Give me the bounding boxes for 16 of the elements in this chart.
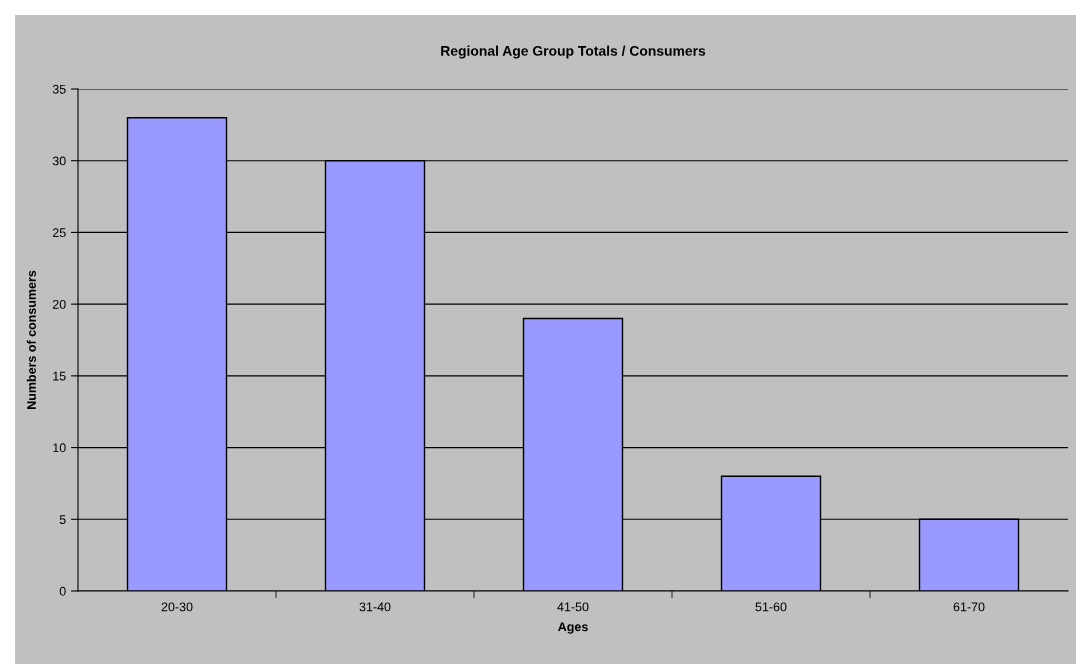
x-tick-label: 31-40 [359, 602, 391, 612]
y-tick-label: 5 [59, 515, 66, 524]
y-tick-label: 30 [52, 156, 66, 166]
y-tick-label: 15 [53, 371, 66, 381]
x-axis-title: Ages [558, 622, 588, 634]
y-tick-label: 0 [59, 586, 66, 596]
y-tick-label: 35 [52, 84, 66, 94]
y-tick-label: 20 [52, 299, 66, 309]
x-tick-label: 41-50 [557, 602, 589, 612]
y-axis-title: Numbers of consumers [26, 270, 36, 409]
y-tick-label: 25 [52, 228, 66, 238]
x-tick-label: 61-70 [953, 602, 985, 612]
chart-title: Regional Age Group Totals / Consumers [441, 45, 706, 59]
y-tick-label: 10 [53, 443, 66, 453]
x-tick-label: 51-60 [755, 602, 787, 612]
x-tick-label: 20-30 [161, 602, 193, 612]
